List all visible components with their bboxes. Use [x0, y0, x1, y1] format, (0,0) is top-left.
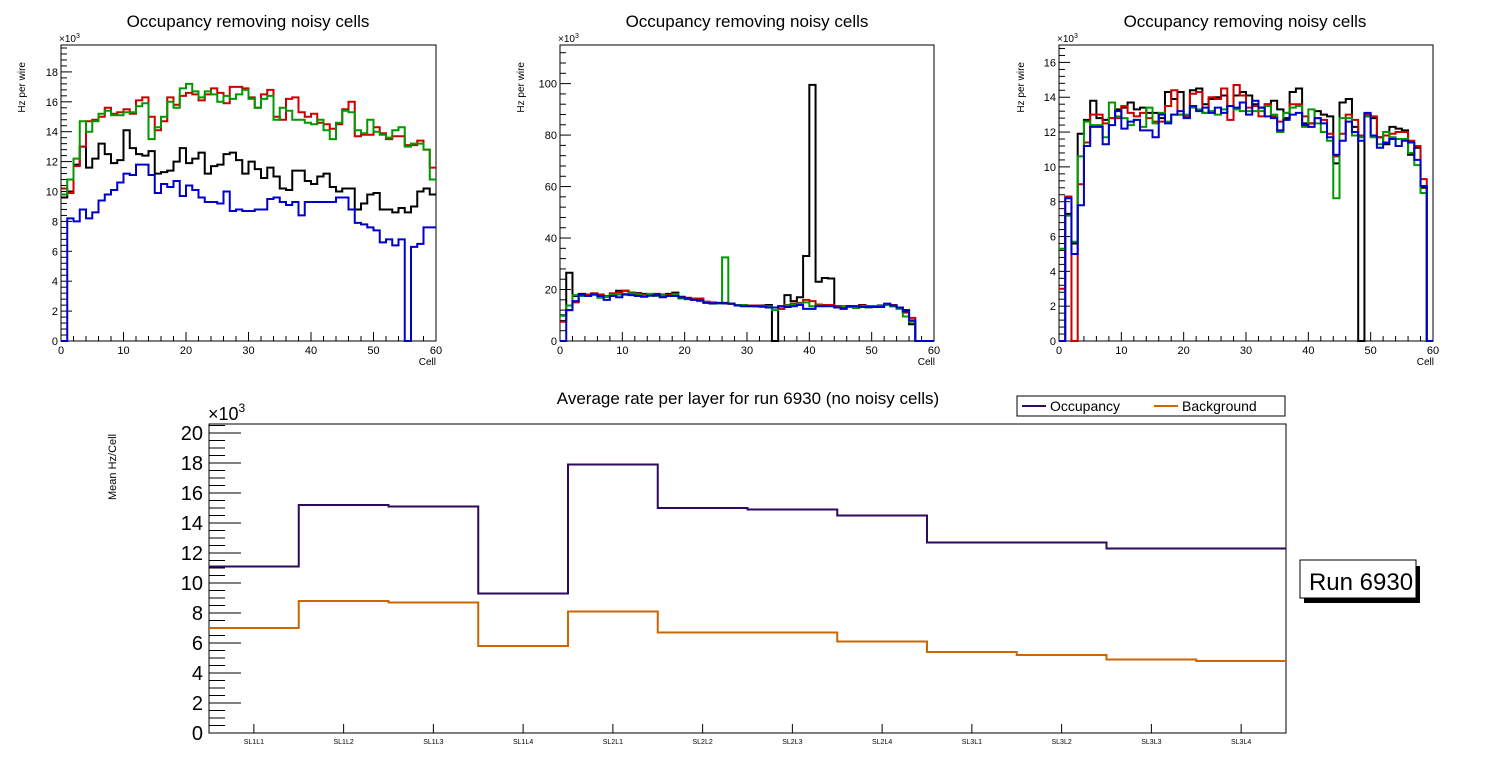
y-tick-label: 12: [46, 157, 58, 169]
x-tick-label: 50: [1365, 345, 1377, 357]
legend: [1016, 395, 1286, 417]
x-tick-label: 60: [1427, 345, 1439, 357]
y-tick-label: 2: [1050, 301, 1056, 313]
y-tick-label: 16: [181, 483, 203, 505]
category-label: SL1L1: [244, 739, 264, 746]
category-label: SL3L3: [1141, 739, 1161, 746]
series-layer-1: [61, 129, 436, 214]
x-tick-label: 0: [557, 345, 563, 357]
x-tick-label: 60: [430, 345, 442, 357]
y-tick-label: 6: [192, 633, 203, 655]
chart-2: 0 10 20 30 40 50 60 0 20 40 60 80 100 ×103: [539, 33, 940, 357]
y-tick-label: 6: [52, 246, 58, 258]
y-tick-label: 10: [181, 573, 203, 595]
x-tick-label: 40: [1302, 345, 1314, 357]
y-tick-label: 18: [181, 453, 203, 475]
y-tick-label: 16: [46, 97, 58, 109]
x-tick-label: 20: [180, 345, 192, 357]
y-tick-label: 6: [1050, 232, 1056, 244]
y-multiplier: ×103: [59, 33, 80, 45]
y-tick-label: 12: [181, 543, 203, 565]
x-tick-label: 60: [928, 345, 940, 357]
y-tick-label: 2: [52, 306, 58, 318]
y-tick-label: 0: [52, 336, 58, 348]
y-tick-label: 40: [545, 233, 557, 245]
series-layer-1: [560, 83, 934, 342]
y-tick-label: 4: [1050, 266, 1056, 278]
y-tick-label: 10: [46, 187, 58, 199]
category-label: SL2L4: [872, 739, 892, 746]
y-tick-label: 100: [539, 79, 557, 91]
legend-box: [1016, 395, 1286, 417]
category-label: SL2L3: [782, 739, 802, 746]
x-tick-label: 50: [367, 345, 379, 357]
y-multiplier: ×103: [1057, 33, 1078, 45]
run-annotation-box: [1299, 559, 1420, 603]
y-tick-label: 20: [181, 423, 203, 445]
x-tick-label: 0: [1056, 345, 1062, 357]
category-label: SL3L1: [962, 739, 982, 746]
annotation-frame: [1299, 559, 1417, 599]
y-tick-label: 12: [1044, 127, 1056, 139]
category-label: SL1L3: [423, 739, 443, 746]
x-tick-label: 10: [117, 345, 129, 357]
x-tick-label: 20: [679, 345, 691, 357]
plot-frame: [208, 423, 1287, 734]
y-tick-label: 8: [52, 216, 58, 228]
x-tick-label: 30: [1240, 345, 1252, 357]
series-layer-2: [61, 85, 436, 194]
y-tick-label: 0: [1050, 336, 1056, 348]
y-tick-label: 2: [192, 693, 203, 715]
y-multiplier: ×103: [558, 33, 579, 45]
chart-1: 0 10 20 30 40 50 60 0 2 4 6 8 10 12 14 16 18 ×103: [46, 33, 442, 357]
y-tick-label: 14: [1044, 92, 1056, 104]
y-tick-label: 60: [545, 182, 557, 194]
x-tick-label: 30: [741, 345, 753, 357]
x-tick-label: 10: [616, 345, 628, 357]
plot-frame: [1058, 44, 1434, 342]
y-tick-label: 14: [181, 513, 203, 535]
y-tick-label: 4: [52, 276, 58, 288]
x-tick-label: 20: [1178, 345, 1190, 357]
category-label: SL3L2: [1052, 739, 1072, 746]
x-tick-label: 10: [1115, 345, 1127, 357]
y-tick-label: 10: [1044, 162, 1056, 174]
y-tick-label: 8: [192, 603, 203, 625]
series-layer-4: [560, 293, 934, 342]
category-label: SL3L4: [1231, 739, 1251, 746]
y-tick-label: 16: [1044, 57, 1056, 69]
y-tick-label: 8: [1050, 197, 1056, 209]
category-label: SL2L2: [693, 739, 713, 746]
y-tick-label: 4: [192, 663, 203, 685]
y-tick-label: 0: [551, 336, 557, 348]
category-label: SL1L4: [513, 739, 533, 746]
y-tick-label: 20: [545, 285, 557, 297]
x-tick-label: 50: [866, 345, 878, 357]
x-tick-label: 0: [58, 345, 64, 357]
y-multiplier: ×103: [208, 401, 246, 424]
y-tick-label: 14: [46, 127, 58, 139]
category-label: SL2L1: [603, 739, 623, 746]
series-layer-3: [61, 82, 436, 196]
series-background: [209, 600, 1286, 662]
x-tick-label: 40: [803, 345, 815, 357]
category-label: SL1L2: [334, 739, 354, 746]
series-layer-3: [560, 256, 934, 342]
y-tick-label: 18: [46, 67, 58, 79]
series-layer-4: [61, 163, 436, 342]
y-tick-label: 0: [192, 723, 203, 745]
series-layer-4: [1059, 99, 1433, 342]
y-tick-label: 80: [545, 130, 557, 142]
chart-3: 0 10 20 30 40 50 60 0 2 4 6 8 10 12 14 16×103: [1044, 33, 1439, 357]
series-occupancy: [209, 463, 1286, 595]
chart-4: 0 2 4 6 8 10 12 14 16 18 20×103 SL1L1 SL1L2 SL1L3 SL1L…: [181, 395, 1420, 746]
x-tick-label: 30: [242, 345, 254, 357]
x-tick-label: 40: [305, 345, 317, 357]
